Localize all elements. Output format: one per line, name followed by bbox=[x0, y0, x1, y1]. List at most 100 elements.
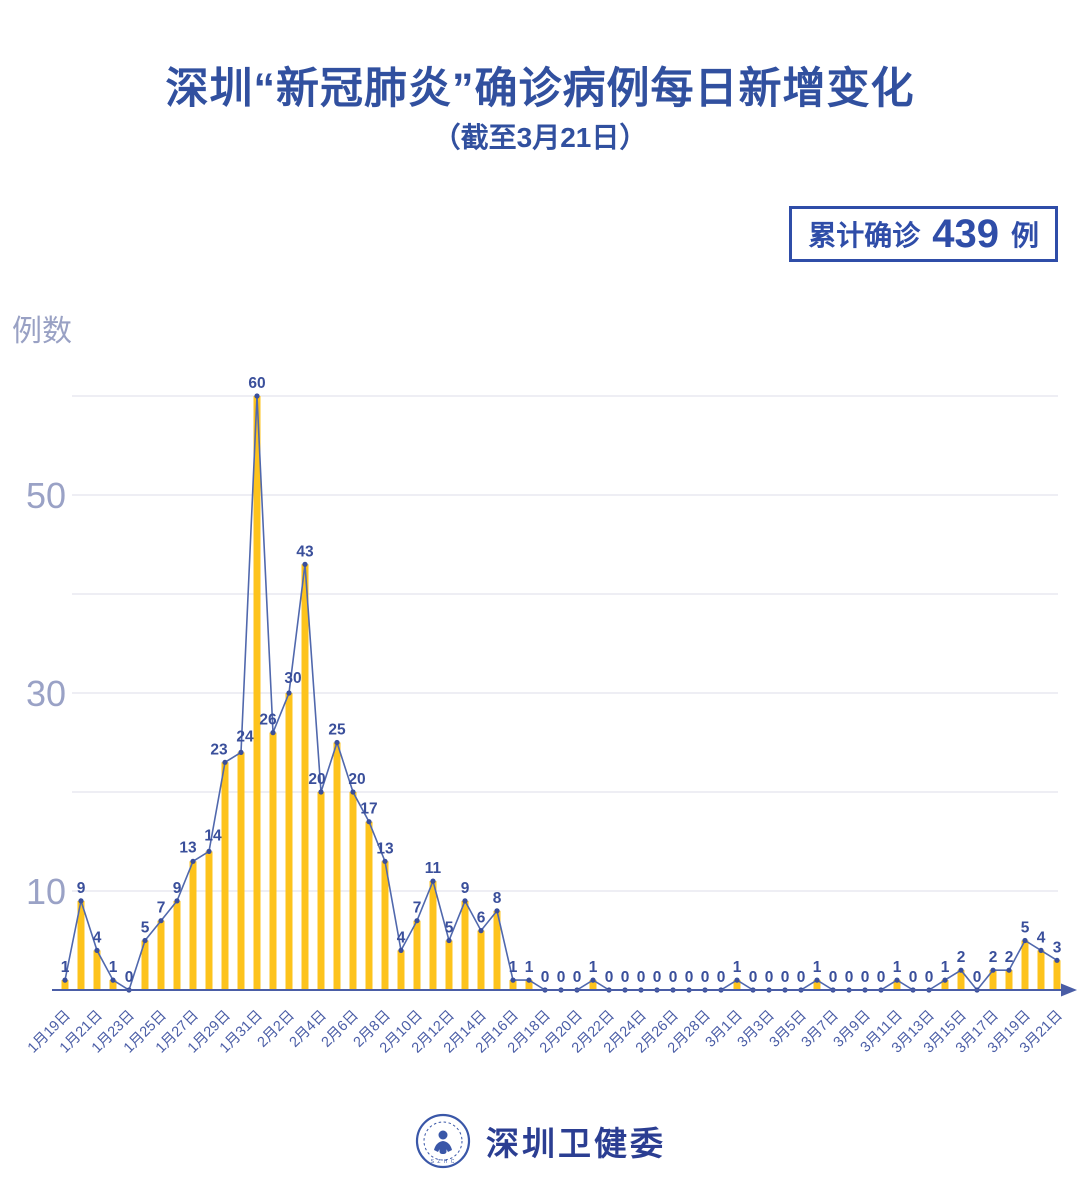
value-label: 13 bbox=[179, 839, 197, 856]
data-point bbox=[734, 977, 740, 983]
data-point bbox=[398, 947, 404, 954]
bar bbox=[205, 851, 213, 990]
value-label: 7 bbox=[157, 900, 166, 917]
footer-brand-text: 深圳卫健委 bbox=[486, 1125, 666, 1162]
data-point bbox=[494, 908, 500, 914]
data-point bbox=[142, 937, 148, 944]
data-point bbox=[334, 739, 340, 746]
value-label: 5 bbox=[1021, 920, 1030, 937]
value-label: 0 bbox=[557, 969, 566, 986]
value-label: 0 bbox=[765, 969, 774, 986]
value-label: 0 bbox=[669, 969, 678, 986]
y-axis-title: 例数 bbox=[12, 315, 72, 348]
value-label: 26 bbox=[259, 712, 277, 729]
page-title: 深圳“新冠肺炎”确诊病例每日新增变化 bbox=[165, 65, 915, 113]
data-point bbox=[990, 967, 996, 973]
value-label: 43 bbox=[296, 543, 314, 560]
bar bbox=[381, 861, 389, 990]
data-point bbox=[190, 858, 196, 864]
value-label: 0 bbox=[877, 969, 886, 986]
bar bbox=[349, 792, 357, 990]
value-label: 0 bbox=[925, 969, 934, 986]
data-point bbox=[894, 977, 900, 983]
value-label: 0 bbox=[861, 969, 870, 986]
value-label: 60 bbox=[248, 375, 265, 392]
data-point bbox=[510, 977, 516, 983]
value-label: 0 bbox=[653, 969, 662, 986]
value-label: 0 bbox=[637, 969, 646, 986]
data-point bbox=[318, 789, 324, 795]
bar bbox=[941, 980, 949, 990]
bar bbox=[93, 950, 101, 990]
footer: S Z H C 深圳卫健委 bbox=[0, 1106, 1080, 1176]
badge-prefix: 累计确诊 bbox=[808, 220, 921, 251]
bar bbox=[141, 940, 149, 990]
value-label: 20 bbox=[348, 771, 365, 788]
data-point bbox=[1054, 957, 1060, 963]
data-point bbox=[382, 858, 388, 864]
value-label: 24 bbox=[236, 728, 254, 745]
bar bbox=[957, 970, 965, 990]
data-point bbox=[270, 730, 276, 736]
bar bbox=[461, 900, 469, 990]
bar bbox=[189, 861, 197, 990]
data-point bbox=[526, 977, 532, 983]
bar bbox=[61, 980, 69, 990]
bar bbox=[269, 732, 277, 990]
value-label: 1 bbox=[61, 959, 70, 976]
value-label: 1 bbox=[941, 959, 950, 976]
value-label: 9 bbox=[173, 880, 182, 897]
data-point bbox=[286, 690, 292, 696]
svg-text:S Z H C: S Z H C bbox=[431, 1159, 456, 1165]
value-label: 17 bbox=[360, 801, 377, 818]
value-label: 0 bbox=[845, 969, 854, 986]
value-label: 4 bbox=[397, 929, 406, 946]
value-label: 0 bbox=[621, 969, 630, 986]
bar bbox=[493, 910, 501, 990]
badge-suffix: 例 bbox=[1010, 220, 1039, 251]
data-point bbox=[1038, 947, 1044, 954]
value-label: 8 bbox=[493, 890, 502, 907]
value-label: 0 bbox=[717, 969, 726, 986]
data-point bbox=[590, 977, 596, 983]
y-tick-label: 50 bbox=[26, 475, 66, 516]
value-label: 6 bbox=[477, 910, 486, 927]
badge-value: 439 bbox=[932, 212, 999, 256]
y-tick-label: 30 bbox=[26, 673, 66, 714]
page-subtitle: （截至3月21日） bbox=[432, 122, 648, 153]
bar bbox=[365, 821, 373, 990]
value-label: 30 bbox=[284, 670, 301, 687]
bar bbox=[253, 396, 261, 990]
value-label: 9 bbox=[77, 880, 86, 897]
x-axis-arrow bbox=[1061, 983, 1077, 997]
value-label: 5 bbox=[141, 920, 150, 937]
value-label: 0 bbox=[829, 969, 838, 986]
data-point bbox=[158, 918, 164, 924]
value-label: 1 bbox=[589, 959, 598, 976]
value-label: 0 bbox=[701, 969, 710, 986]
bar bbox=[1021, 940, 1029, 990]
value-label: 14 bbox=[204, 827, 222, 844]
data-point bbox=[430, 878, 436, 884]
value-label: 9 bbox=[461, 880, 470, 897]
bar bbox=[1005, 970, 1013, 990]
data-point bbox=[478, 928, 484, 934]
bar bbox=[429, 881, 437, 990]
value-label: 1 bbox=[109, 959, 118, 976]
value-label: 20 bbox=[308, 771, 325, 788]
data-point bbox=[302, 561, 308, 567]
data-point bbox=[814, 977, 820, 983]
data-point bbox=[222, 759, 228, 765]
value-label: 4 bbox=[93, 929, 102, 946]
value-label: 3 bbox=[1053, 939, 1062, 956]
data-point bbox=[462, 898, 468, 904]
bar bbox=[221, 762, 229, 990]
value-label: 2 bbox=[1005, 949, 1014, 966]
data-point bbox=[414, 918, 420, 924]
bar bbox=[285, 693, 293, 990]
y-tick-label: 10 bbox=[26, 871, 66, 912]
data-point bbox=[62, 977, 68, 983]
bar bbox=[589, 980, 597, 990]
data-point bbox=[254, 393, 260, 399]
bar bbox=[733, 980, 741, 990]
